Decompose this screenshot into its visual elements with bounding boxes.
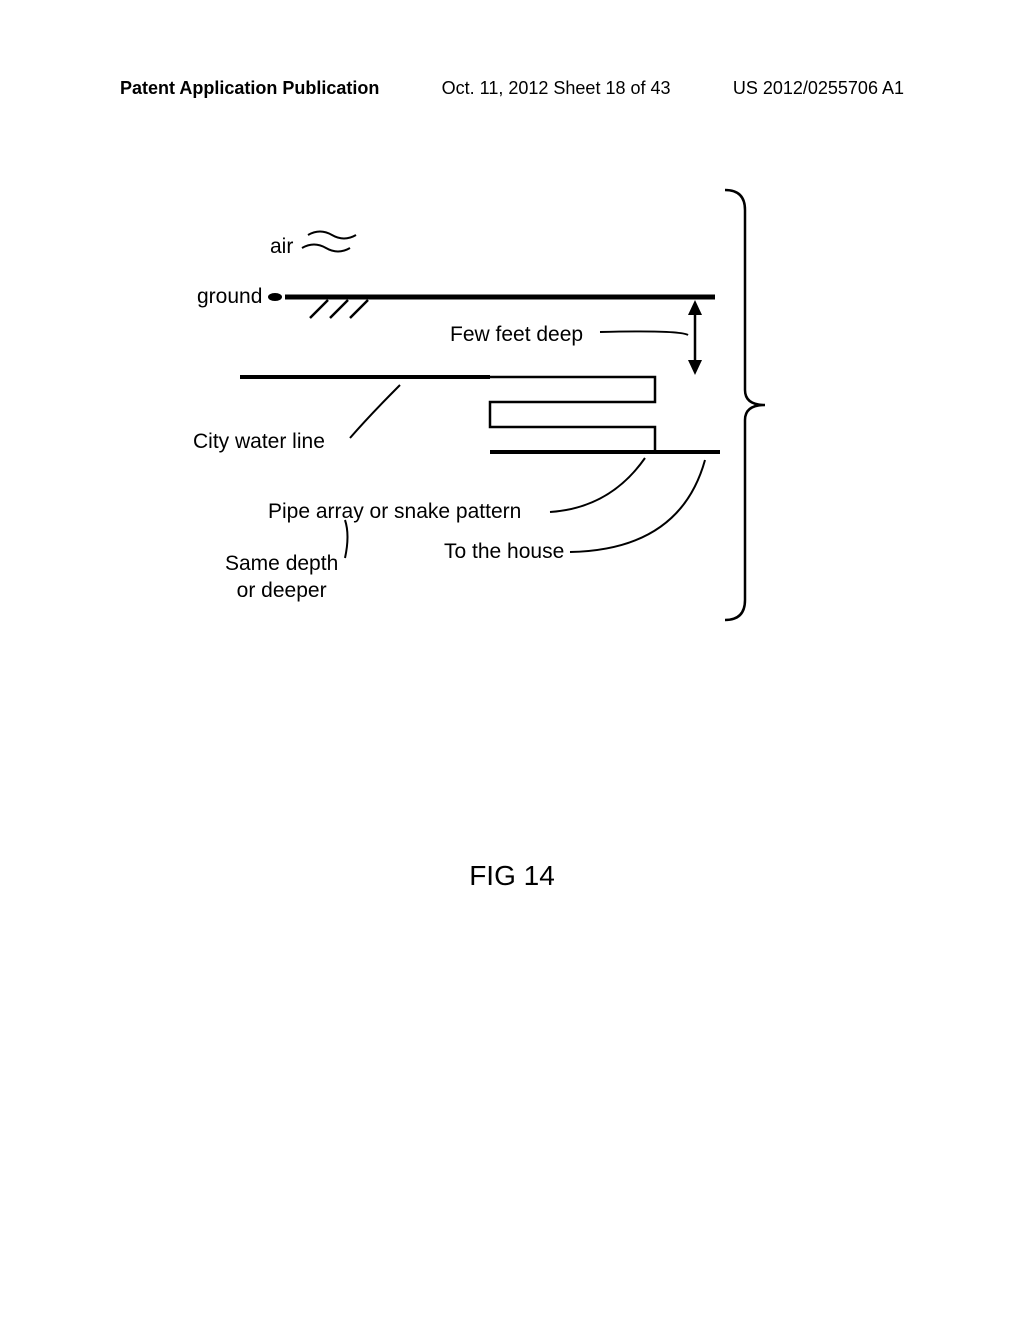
air-label: air	[270, 235, 293, 259]
page-header: Patent Application Publication Oct. 11, …	[0, 78, 1024, 99]
pipe-array-label: Pipe array or snake pattern	[268, 500, 521, 524]
hatch-2	[330, 300, 348, 318]
few-feet-connector	[600, 331, 688, 335]
same-depth-line1: Same depth	[225, 552, 338, 575]
depth-arrow-down	[688, 360, 702, 375]
city-water-label: City water line	[193, 430, 325, 454]
hatch-3	[350, 300, 368, 318]
ground-bullet	[268, 293, 282, 301]
header-date-sheet: Oct. 11, 2012 Sheet 18 of 43	[442, 78, 671, 99]
header-patent-number: US 2012/0255706 A1	[733, 78, 904, 99]
depth-arrow-up	[688, 300, 702, 315]
ground-label: ground	[197, 285, 262, 309]
hatch-1	[310, 300, 328, 318]
snake-pipe	[490, 377, 655, 452]
air-wave-bottom	[302, 245, 350, 252]
to-house-connector	[570, 460, 705, 552]
same-depth-label: Same depth or deeper	[225, 550, 338, 605]
air-wave-top	[308, 232, 356, 239]
few-feet-label: Few feet deep	[450, 323, 583, 347]
same-depth-line2: or deeper	[237, 579, 327, 602]
figure-label: FIG 14	[0, 860, 1024, 892]
header-publication: Patent Application Publication	[120, 78, 379, 99]
same-depth-connector	[345, 520, 348, 558]
pipe-array-connector	[550, 458, 645, 512]
right-brace	[725, 190, 765, 620]
diagram-container: air ground Few feet deep City water line…	[150, 180, 870, 700]
city-water-connector	[350, 385, 400, 438]
to-house-label: To the house	[444, 540, 564, 564]
